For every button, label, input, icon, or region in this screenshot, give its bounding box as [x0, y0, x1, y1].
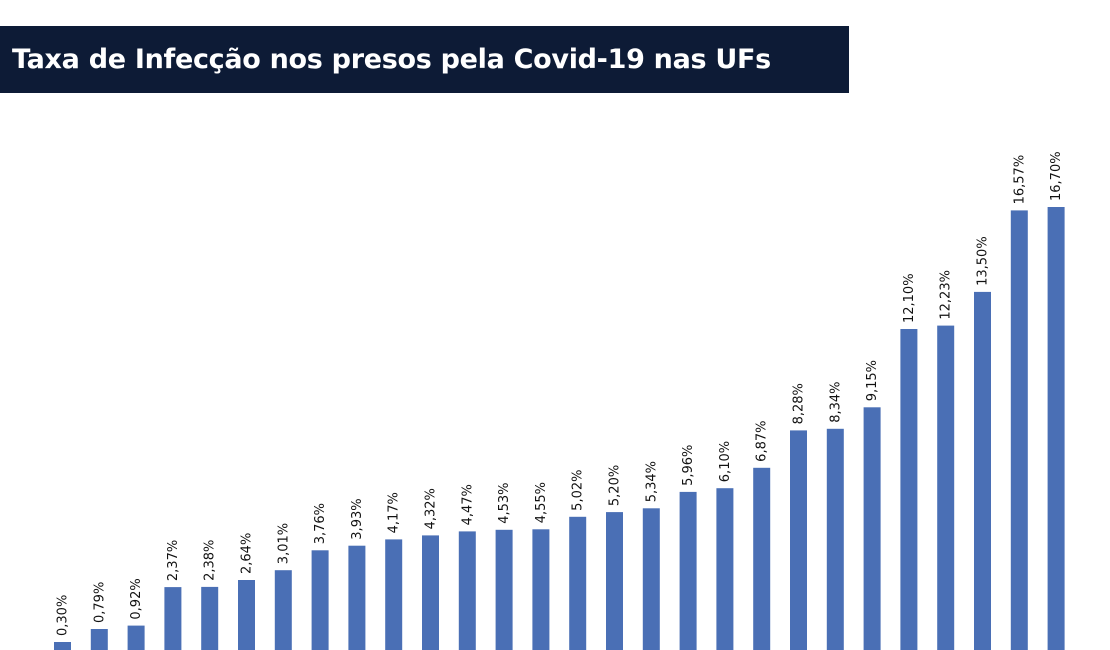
bar-7	[274, 570, 292, 650]
bar-label-26: 13,50%	[976, 236, 991, 286]
bar-11	[422, 535, 439, 650]
bar-label-5: 2,38%	[203, 540, 218, 581]
bar-label-19: 6,10%	[718, 441, 733, 482]
bar-25	[937, 325, 955, 650]
bar-9	[348, 545, 366, 650]
bar-label-28: 16,70%	[1049, 151, 1064, 201]
bar-label-8: 3,76%	[313, 503, 328, 544]
bar-label-25: 12,23%	[939, 270, 954, 320]
bar-17	[642, 508, 660, 650]
bar-label-23: 9,15%	[865, 360, 880, 401]
bar-label-1: 0,30%	[56, 595, 71, 636]
bar-24	[900, 329, 918, 650]
bar-label-27: 16,57%	[1012, 155, 1027, 205]
bar-label-20: 6,87%	[755, 420, 770, 461]
bar-21	[790, 430, 807, 650]
bar-4	[164, 587, 182, 650]
bar-label-17: 5,34%	[644, 461, 659, 502]
chart-title: Taxa de Infecção nos presos pela Covid-1…	[12, 44, 771, 75]
bar-10	[385, 539, 403, 650]
bar-label-18: 5,96%	[681, 445, 696, 486]
bar-2	[90, 629, 108, 650]
bar-13	[495, 529, 513, 650]
bar-label-16: 5,20%	[608, 465, 623, 506]
bar-label-4: 2,37%	[166, 540, 181, 581]
bar-label-7: 3,01%	[276, 523, 291, 564]
bar-23	[863, 407, 881, 650]
bar-19	[716, 488, 734, 650]
bar-label-6: 2,64%	[240, 533, 255, 574]
bar-20	[753, 467, 771, 650]
bar-28	[1047, 207, 1065, 650]
bar-label-15: 5,02%	[571, 469, 586, 510]
bar-label-24: 12,10%	[902, 273, 917, 323]
bar-15	[569, 516, 587, 650]
bar-label-9: 3,93%	[350, 498, 365, 539]
bar-label-14: 4,55%	[534, 482, 549, 523]
bar-22	[826, 428, 844, 650]
bar-3	[127, 625, 145, 650]
bar-label-22: 8,34%	[828, 381, 843, 422]
bar-12	[458, 531, 476, 650]
bar-label-13: 4,53%	[497, 482, 512, 523]
bar-5	[201, 586, 219, 650]
bar-label-12: 4,47%	[460, 484, 475, 525]
chart-title-bar: Taxa de Infecção nos presos pela Covid-1…	[0, 26, 849, 93]
bar-16	[606, 512, 623, 650]
bar-1	[54, 642, 71, 650]
bar-14	[532, 529, 550, 650]
bar-8	[311, 550, 329, 650]
bar-label-3: 0,92%	[129, 578, 144, 619]
bar-6	[238, 580, 255, 650]
bar-label-10: 4,17%	[387, 492, 402, 533]
bar-label-11: 4,32%	[424, 488, 439, 529]
bar-18	[679, 491, 697, 650]
bar-label-21: 8,28%	[792, 383, 807, 424]
bar-26	[974, 291, 991, 650]
bar-label-2: 0,79%	[92, 582, 107, 623]
bar-27	[1010, 210, 1028, 650]
